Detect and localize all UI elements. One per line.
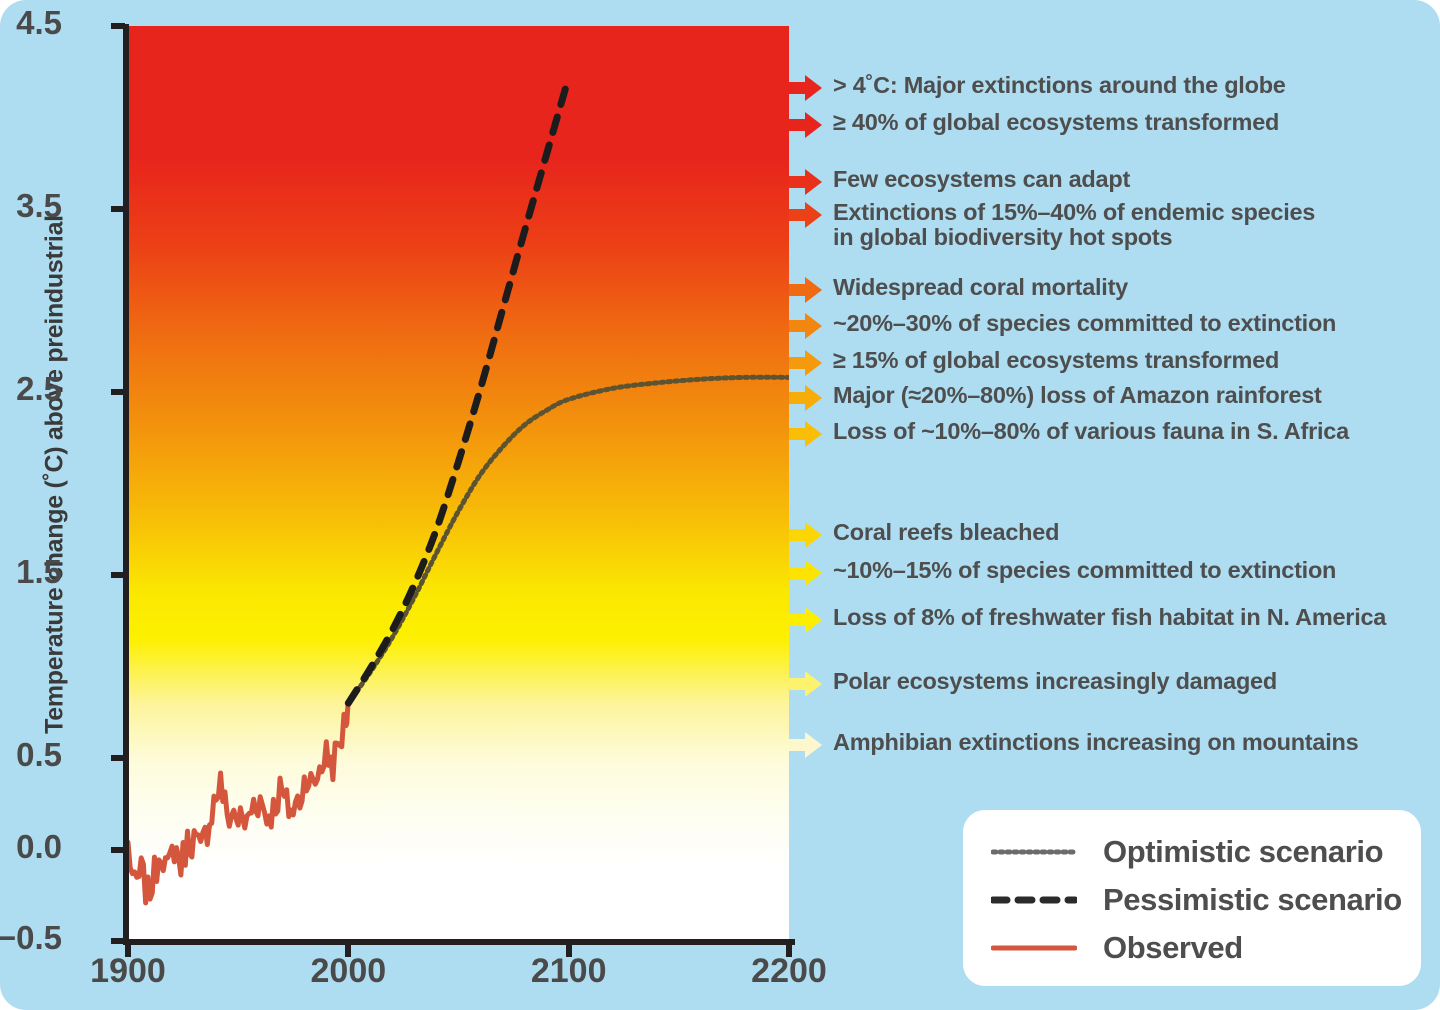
series-line-optimistic-scenario: [345, 374, 789, 706]
x-tick-mark: [565, 941, 572, 957]
y-axis-title: Temperature change (˚C) above preindustr…: [40, 215, 69, 734]
impact-annotation-label: Polar ecosystems increasingly damaged: [833, 668, 1277, 694]
impact-annotation: Few ecosystems can adapt: [789, 166, 1130, 197]
impact-annotation-label: Widespread coral mortality: [833, 274, 1128, 300]
y-tick-label: 3.5: [16, 187, 62, 224]
impact-annotation-label: ≥ 15% of global ecosystems transformed: [833, 347, 1280, 373]
x-tick-mark: [125, 941, 131, 957]
impact-annotation-label: ≥ 40% of global ecosystems transformed: [833, 109, 1280, 135]
legend-item-label: Pessimistic scenario: [1103, 882, 1402, 917]
impact-arrow-icon: [789, 73, 829, 103]
impact-annotation-label: Few ecosystems can adapt: [833, 166, 1131, 192]
y-axis-line: [123, 24, 129, 945]
impact-arrow-icon: [789, 167, 829, 197]
impact-annotation: Coral reefs bleached: [789, 519, 1059, 550]
x-tick-mark: [786, 941, 792, 957]
impact-annotation: Major (≈20%–80%) loss of Amazon rainfore…: [789, 382, 1322, 413]
x-tick-label: 2000: [310, 952, 387, 990]
legend-item-label: Optimistic scenario: [1103, 834, 1384, 869]
impact-arrow-icon: [789, 383, 829, 413]
y-tick-mark: [111, 755, 125, 761]
impact-annotation: Loss of ~10%–80% of various fauna in S. …: [789, 418, 1349, 449]
impact-annotation: ≥ 40% of global ecosystems transformed: [789, 109, 1279, 140]
impact-arrow-icon: [789, 311, 829, 341]
impact-annotation-label: Amphibian extinctions increasing on moun…: [833, 729, 1359, 755]
legend: Optimistic scenario Pessimistic scenario O…: [963, 810, 1421, 986]
y-tick-mark: [111, 846, 125, 853]
plot-area: [128, 26, 789, 941]
impact-annotation: ~10%–15% of species committed to extinct…: [789, 557, 1336, 588]
impact-arrow-icon: [789, 200, 829, 230]
impact-annotation: Amphibian extinctions increasing on moun…: [789, 729, 1359, 760]
y-tick-mark: [111, 572, 125, 578]
impact-annotation: Polar ecosystems increasingly damaged: [789, 668, 1277, 699]
y-tick-mark: [111, 938, 125, 944]
x-tick-label: 2100: [530, 952, 607, 990]
legend-item: Observed: [990, 928, 1243, 968]
impact-arrow-icon: [789, 110, 829, 140]
impact-annotation-label: Coral reefs bleached: [833, 519, 1060, 545]
impact-annotation-label: Loss of 8% of freshwater fish habitat in…: [833, 604, 1387, 630]
impact-arrow-icon: [789, 605, 829, 635]
impact-arrow-icon: [789, 730, 829, 760]
impact-annotation-label: ~10%–15% of species committed to extinct…: [833, 557, 1337, 583]
legend-line-sample: [990, 845, 1078, 859]
impact-annotation: Widespread coral mortality: [789, 274, 1128, 305]
x-tick-mark: [345, 941, 352, 957]
y-tick-label: 4.5: [16, 4, 62, 41]
impact-annotation: > 4˚C: Major extinctions around the glob…: [789, 72, 1286, 103]
legend-item-label: Observed: [1103, 930, 1243, 965]
legend-item: Pessimistic scenario: [989, 880, 1402, 920]
x-tick-label: 1900: [90, 952, 166, 990]
impact-annotation-label: Loss of ~10%–80% of various fauna in S. …: [833, 418, 1349, 444]
plot-lines: [128, 73, 789, 906]
y-tick-label: 0.5: [16, 736, 62, 773]
legend-line-sample: [990, 941, 1078, 955]
y-tick-mark: [111, 23, 125, 29]
impact-arrow-icon: [789, 275, 829, 305]
impact-annotation-label: Major (≈20%–80%) loss of Amazon rainfore…: [833, 382, 1322, 408]
impact-arrow-icon: [789, 419, 829, 449]
y-tick-label: 0.0: [16, 827, 62, 865]
series-line-observed: [128, 700, 351, 906]
series-line-pessimistic-scenario: [344, 73, 573, 707]
impact-arrow-icon: [789, 558, 829, 588]
impact-arrow-icon: [789, 669, 829, 699]
impact-annotation: Loss of 8% of freshwater fish habitat in…: [789, 604, 1386, 635]
impact-annotation-label: ~20%–30% of species committed to extinct…: [833, 310, 1337, 336]
y-tick-label: 2.5: [16, 370, 62, 407]
impact-annotation: ≥ 15% of global ecosystems transformed: [789, 347, 1279, 378]
impact-annotations: > 4˚C: Major extinctions around the glob…: [789, 0, 1440, 800]
impact-annotation-label: > 4˚C: Major extinctions around the glob…: [833, 72, 1286, 98]
impact-arrow-icon: [789, 520, 829, 550]
impact-annotation: ~20%–30% of species committed to extinct…: [789, 310, 1336, 341]
y-tick-mark: [111, 389, 125, 395]
x-tick-label: 2200: [751, 952, 827, 990]
legend-line-sample: [989, 893, 1079, 907]
y-tick-mark: [111, 206, 125, 212]
y-tick-label: −0.5: [0, 919, 62, 956]
impact-arrow-icon: [789, 348, 829, 378]
impact-annotation: Extinctions of 15%–40% of endemic specie…: [789, 199, 1315, 250]
y-tick-label: 1.5: [16, 553, 62, 590]
x-axis-line: [123, 939, 795, 945]
impact-annotation-label: Extinctions of 15%–40% of endemic specie…: [833, 199, 1316, 250]
legend-item: Optimistic scenario: [990, 832, 1384, 872]
